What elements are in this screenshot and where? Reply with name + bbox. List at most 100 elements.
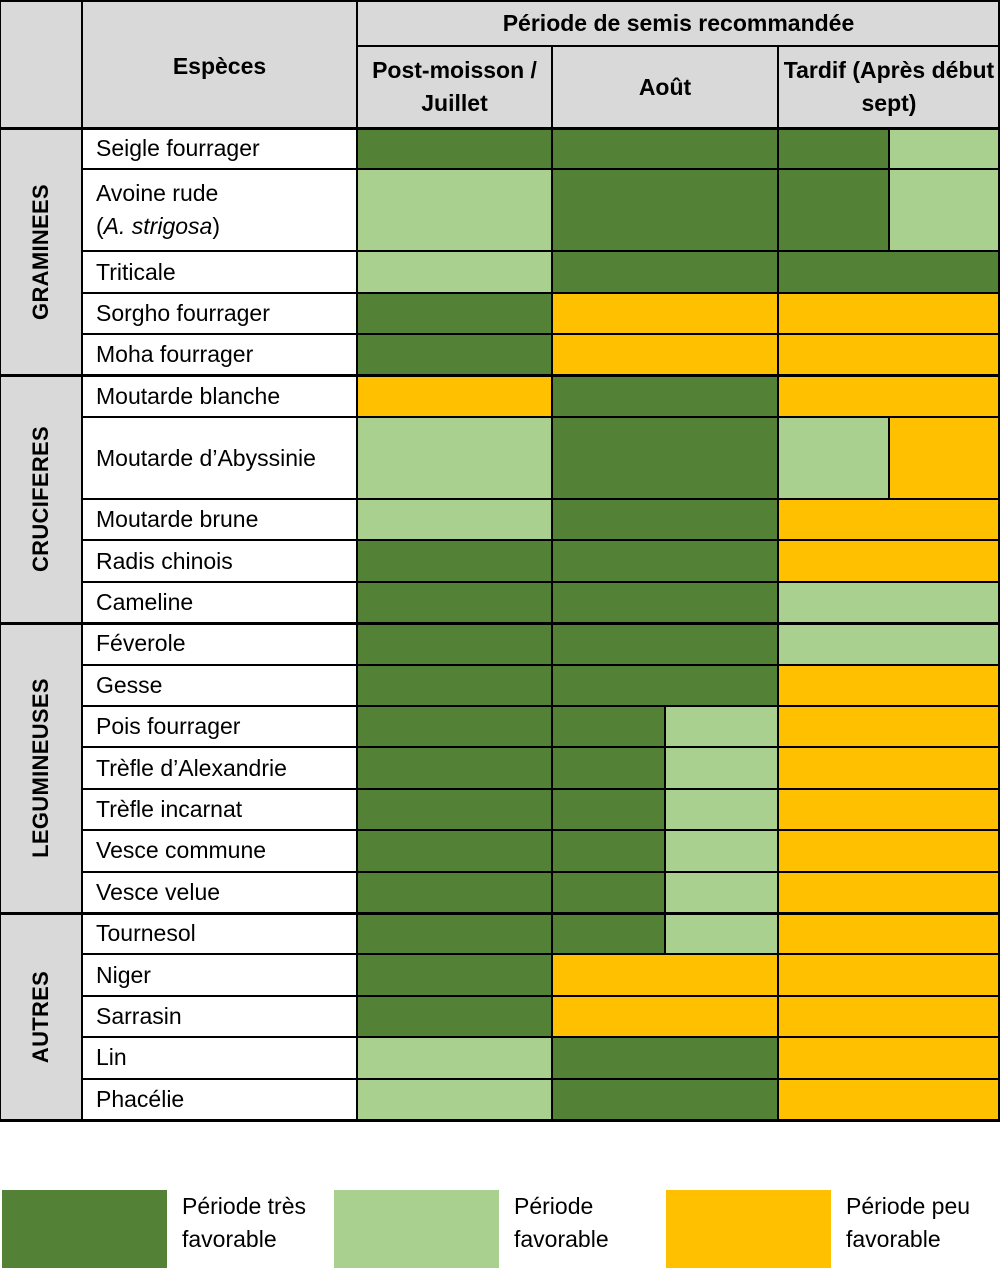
- period-cell-peu_favorable: [778, 664, 1000, 706]
- period-cell-favorable: [665, 747, 778, 789]
- period-cell-peu_favorable: [778, 830, 1000, 872]
- period-title: Période de semis recommandée: [357, 0, 1000, 46]
- species-label: Radis chinois: [82, 540, 357, 582]
- period-cell-favorable: [665, 788, 778, 831]
- group-label-cell: CRUCIFERES: [0, 375, 82, 624]
- species-header-blank: [0, 0, 82, 128]
- period-cell-tres_favorable: [552, 417, 778, 499]
- grid-line: [82, 416, 1000, 418]
- species-label: Féverole: [82, 623, 357, 665]
- period-cell-peu_favorable: [778, 913, 1000, 955]
- period-cell-peu_favorable: [778, 375, 1000, 417]
- period-cell-peu_favorable: [778, 292, 1000, 335]
- legend-label: Période très favorable: [182, 1193, 307, 1252]
- species-name: Triticale: [96, 258, 176, 285]
- species-name: Tournesol: [96, 920, 196, 947]
- period-cell-tres_favorable: [357, 954, 552, 996]
- grid-line: [0, 0, 1000, 2]
- legend-item: Période favorable: [334, 1190, 666, 1270]
- species-name: Vesce commune: [96, 837, 267, 864]
- period-cell-tres_favorable: [552, 169, 778, 252]
- species-name: Niger: [96, 961, 151, 988]
- species-label: Phacélie: [82, 1078, 357, 1120]
- period-cell-favorable: [665, 871, 778, 913]
- grid-line: [82, 333, 1000, 336]
- species-name: Vesce velue: [96, 878, 221, 905]
- cell-divider: [888, 169, 890, 252]
- period-header-aout: Août: [552, 46, 778, 128]
- grid-line: [357, 45, 1000, 47]
- period-cell-peu_favorable: [552, 334, 778, 376]
- period-cell-tres_favorable: [357, 334, 552, 376]
- grid-line: [0, 621, 1000, 625]
- species-label: Moha fourrager: [82, 334, 357, 376]
- grid-line: [777, 46, 779, 1120]
- legend-swatch-favorable: [334, 1190, 499, 1268]
- cell-divider: [664, 913, 666, 955]
- period-cell-tres_favorable: [357, 913, 552, 955]
- species-name: Avoine rude (A. strigosa): [96, 180, 220, 240]
- species-name: Gesse: [96, 671, 163, 698]
- period-cell-favorable: [665, 913, 778, 955]
- period-cell-peu_favorable: [778, 540, 1000, 582]
- period-cell-peu_favorable: [778, 871, 1000, 913]
- period-cell-peu_favorable: [778, 747, 1000, 789]
- species-name: Radis chinois: [96, 547, 233, 574]
- species-label: Moutarde brune: [82, 499, 357, 541]
- period-cell-tres_favorable: [552, 913, 665, 955]
- period-cell-tres_favorable: [778, 128, 889, 170]
- group-label-cell: LEGUMINEUSES: [0, 623, 82, 913]
- species-label: Avoine rude (A. strigosa): [82, 169, 357, 252]
- species-label: Sarrasin: [82, 995, 357, 1038]
- grid-line: [82, 870, 1000, 873]
- species-name: Pois fourrager: [96, 713, 241, 740]
- period-cell-favorable: [357, 1037, 552, 1079]
- period-cell-tres_favorable: [552, 1078, 778, 1120]
- group-name: CRUCIFERES: [28, 426, 53, 573]
- grid-line: [82, 1077, 1000, 1080]
- period-cell-favorable: [357, 1078, 552, 1120]
- period-cell-tres_favorable: [552, 128, 778, 170]
- period-cell-favorable: [889, 128, 1000, 170]
- period-cell-tres_favorable: [357, 540, 552, 582]
- grid-line: [82, 829, 1000, 832]
- species-label: Triticale: [82, 251, 357, 293]
- legend-swatch-tres_favorable: [2, 1190, 167, 1268]
- period-cell-tres_favorable: [778, 251, 1000, 293]
- period-cell-peu_favorable: [778, 334, 1000, 376]
- period-cell-tres_favorable: [357, 664, 552, 706]
- period-cell-favorable: [357, 417, 552, 499]
- species-name: Sorgho fourrager: [96, 299, 270, 326]
- period-cell-peu_favorable: [778, 954, 1000, 996]
- period-cell-favorable: [778, 581, 1000, 624]
- period-cell-peu_favorable: [889, 417, 1000, 499]
- period-cell-tres_favorable: [552, 706, 665, 748]
- species-label: Tournesol: [82, 913, 357, 955]
- group-label-cell: AUTRES: [0, 913, 82, 1120]
- grid-line: [82, 953, 1000, 956]
- species-name: Moutarde d’Abyssinie: [96, 444, 316, 471]
- period-cell-peu_favorable: [778, 1037, 1000, 1079]
- grid-line: [82, 787, 1000, 790]
- species-name: Trèfle d’Alexandrie: [96, 754, 287, 781]
- period-cell-peu_favorable: [778, 499, 1000, 541]
- grid-line: [82, 994, 1000, 997]
- period-header-tardif: Tardif (Après début sept): [778, 46, 1000, 128]
- period-cell-tres_favorable: [357, 830, 552, 872]
- grid-line: [81, 0, 83, 1120]
- period-cell-peu_favorable: [552, 954, 778, 996]
- grid-line: [0, 126, 1000, 130]
- period-cell-tres_favorable: [552, 788, 665, 831]
- grid-line: [0, 911, 1000, 915]
- cell-divider: [664, 788, 666, 831]
- species-header: Espèces: [82, 0, 357, 128]
- period-cell-tres_favorable: [357, 871, 552, 913]
- period-cell-tres_favorable: [357, 706, 552, 748]
- grid-line: [82, 663, 1000, 666]
- grid-line: [0, 0, 1, 1120]
- period-cell-peu_favorable: [778, 788, 1000, 831]
- species-label: Trèfle incarnat: [82, 788, 357, 831]
- period-cell-tres_favorable: [552, 830, 665, 872]
- period-cell-tres_favorable: [552, 623, 778, 665]
- grid-line: [356, 0, 358, 1120]
